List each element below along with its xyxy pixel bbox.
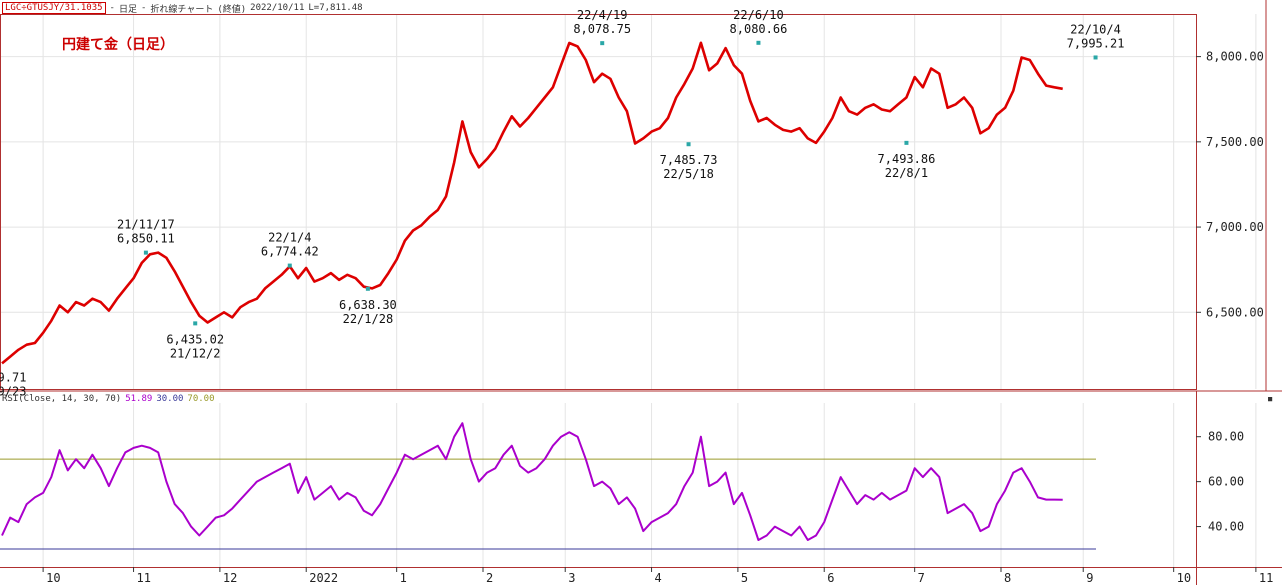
x-tick-label: 10	[1177, 571, 1191, 585]
period-label: 日足	[118, 4, 137, 15]
last-price-label: L=7,811.48	[308, 3, 363, 13]
annotation-value: 8,080.66	[730, 22, 788, 36]
price-series	[1, 41, 1063, 365]
x-tick-label: 7	[918, 571, 925, 585]
x-tick-label: 1	[400, 571, 407, 585]
rsi-header: RSI(Close, 14, 30, 70) 51.89 30.00 70.00	[2, 394, 219, 404]
x-tick-label: 2	[486, 571, 493, 585]
rsi-line	[1, 422, 1063, 541]
annotation-value: 7,485.73	[660, 153, 718, 167]
annotation-date: 21/12/2	[170, 346, 221, 360]
rsi-label: RSI(Close, 14, 30, 70)	[2, 394, 122, 404]
x-tick-label: 2022	[309, 571, 338, 585]
rsi-series	[1, 422, 1063, 541]
annotation: 21/11/176,850.11	[117, 218, 175, 255]
x-tick-label: 11	[1259, 571, 1273, 585]
annotation-value: 6,638.30	[339, 298, 397, 312]
rsi-tick-label: 60.00	[1208, 475, 1244, 489]
annotation-value: 9.71	[0, 370, 26, 384]
price-line	[1, 41, 1063, 365]
annotation-marker	[365, 286, 370, 291]
annotation-date: 22/4/19	[577, 8, 628, 22]
x-tick-label: 4	[655, 571, 662, 585]
grid-lines	[0, 14, 1257, 567]
annotation-marker	[600, 41, 605, 46]
annotation-date: 21/11/17	[117, 218, 175, 232]
x-tick-label: 3	[568, 571, 575, 585]
rsi-lower: 30.00	[156, 394, 184, 404]
rsi-axis: 40.00 60.00 80.00	[0, 430, 1244, 550]
x-tick-label: 9	[1086, 571, 1093, 585]
annotation-date: 22/6/10	[733, 8, 784, 22]
annotation-date: 22/5/18	[663, 167, 714, 181]
annotation-date: 22/1/28	[343, 312, 394, 326]
price-axis: 6,500.00 7,000.00 7,500.00 8,000.00	[1196, 50, 1264, 319]
annotation: 22/1/46,774.42	[261, 231, 319, 268]
annotation-value: 6,850.11	[117, 232, 175, 246]
annotation-marker	[756, 40, 761, 45]
price-pane-border	[0, 14, 1197, 390]
price-tick-label: 7,500.00	[1206, 135, 1264, 149]
annotation: 22/4/198,078.75	[573, 8, 631, 46]
chart-header: LGC÷GTUSJY/31.1035 - 日足 - 折れ線チャート (終値) 2…	[2, 2, 363, 15]
chart-title: 円建て金（日足）	[62, 37, 174, 53]
annotation: 22/6/108,080.66	[730, 8, 788, 45]
date-label: 2022/10/11	[250, 3, 305, 13]
x-tick-label: 11	[137, 571, 151, 585]
annotation-marker	[287, 263, 292, 268]
x-axis: 10 11 12 2022 1 2 3 4 5 6 7 8 9 10 11	[42, 567, 1273, 585]
price-annotations: 9.719/2321/11/176,850.116,435.0221/12/22…	[0, 8, 1124, 399]
annotation-date: 22/8/1	[885, 166, 928, 180]
annotation-value: 8,078.75	[573, 22, 631, 36]
x-tick-label: 12	[223, 571, 237, 585]
annotation-marker	[193, 321, 198, 326]
annotation-marker	[143, 250, 148, 255]
symbol-label[interactable]: LGC÷GTUSJY/31.1035	[2, 2, 106, 14]
annotation-marker	[904, 140, 909, 145]
annotation-value: 6,435.02	[166, 332, 224, 346]
price-tick-label: 8,000.00	[1206, 50, 1264, 64]
x-tick-label: 8	[1004, 571, 1011, 585]
x-tick-label: 10	[46, 571, 60, 585]
annotation-date: 9/23	[0, 384, 26, 398]
annotation-date: 22/10/4	[1070, 22, 1121, 36]
annotation-value: 7,493.86	[878, 152, 936, 166]
annotation: 9.719/23	[0, 370, 26, 398]
annotation-marker	[1093, 55, 1098, 60]
price-tick-label: 7,000.00	[1206, 220, 1264, 234]
x-tick-label: 6	[827, 571, 834, 585]
annotation: 22/10/47,995.21	[1067, 22, 1125, 60]
x-tick-label: 5	[741, 571, 748, 585]
rsi-upper: 70.00	[187, 394, 215, 404]
price-tick-label: 6,500.00	[1206, 305, 1264, 319]
annotation-date: 22/1/4	[268, 231, 311, 245]
rsi-tick-label: 80.00	[1208, 430, 1244, 444]
rsi-tick-label: 40.00	[1208, 520, 1244, 534]
close-icon[interactable]: ■	[1268, 395, 1273, 403]
annotation-value: 6,774.42	[261, 245, 319, 259]
rsi-value: 51.89	[125, 394, 153, 404]
annotation-marker	[686, 142, 691, 147]
chart-kind-label: 折れ線チャート	[150, 4, 214, 15]
annotation-value: 7,995.21	[1067, 36, 1125, 50]
price-type-label: (終値)	[217, 4, 247, 15]
